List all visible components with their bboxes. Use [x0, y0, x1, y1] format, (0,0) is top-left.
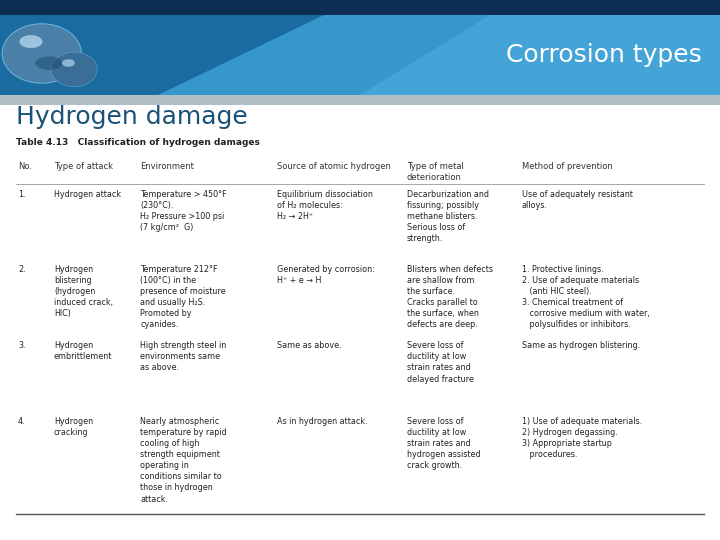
Circle shape	[2, 24, 81, 83]
Text: Same as above.: Same as above.	[277, 341, 342, 350]
FancyBboxPatch shape	[0, 0, 720, 15]
Text: Source of atomic hydrogen: Source of atomic hydrogen	[277, 162, 391, 171]
Text: Method of prevention: Method of prevention	[522, 162, 613, 171]
Polygon shape	[360, 15, 720, 95]
Text: Blisters when defects
are shallow from
the surface.
Cracks parallel to
the surfa: Blisters when defects are shallow from t…	[407, 265, 492, 329]
Text: Decarburization and
fissuring; possibly
methane blisters.
Serious loss of
streng: Decarburization and fissuring; possibly …	[407, 190, 489, 244]
Text: Use of adequately resistant
alloys.: Use of adequately resistant alloys.	[522, 190, 633, 210]
Text: Generated by corrosion:
H⁺ + e → H: Generated by corrosion: H⁺ + e → H	[277, 265, 375, 285]
Text: Hydrogen
embrittlement: Hydrogen embrittlement	[54, 341, 112, 361]
Text: Corrosion types: Corrosion types	[506, 43, 702, 67]
Text: 1. Protective linings.
2. Use of adequate materials
   (anti HIC steel).
3. Chem: 1. Protective linings. 2. Use of adequat…	[522, 265, 649, 329]
Text: Hydrogen
cracking: Hydrogen cracking	[54, 417, 93, 437]
Ellipse shape	[19, 35, 42, 48]
Text: Nearly atmospheric
temperature by rapid
cooling of high
strength equipment
opera: Nearly atmospheric temperature by rapid …	[140, 417, 227, 504]
Text: Temperature > 450°F
(230°C).
H₂ Pressure >100 psi
(7 kg/cm²  G): Temperature > 450°F (230°C). H₂ Pressure…	[140, 190, 227, 232]
Text: Type of metal
deterioration: Type of metal deterioration	[407, 162, 464, 182]
Text: 4.: 4.	[18, 417, 25, 426]
Text: Hydrogen attack: Hydrogen attack	[54, 190, 121, 199]
Circle shape	[51, 52, 97, 87]
Polygon shape	[158, 15, 720, 95]
Text: 1.: 1.	[18, 190, 25, 199]
Text: Severe loss of
ductility at low
strain rates and
hydrogen assisted
crack growth.: Severe loss of ductility at low strain r…	[407, 417, 480, 470]
Text: Temperature 212°F
(100°C) in the
presence of moisture
and usually H₂S.
Promoted : Temperature 212°F (100°C) in the presenc…	[140, 265, 226, 329]
Text: Table 4.13   Classification of hydrogen damages: Table 4.13 Classification of hydrogen da…	[16, 138, 260, 147]
Text: Equilibrium dissociation
of H₂ molecules:
H₂ → 2H⁺: Equilibrium dissociation of H₂ molecules…	[277, 190, 373, 221]
Text: Hydrogen
blistering
(hydrogen
induced crack,
HIC): Hydrogen blistering (hydrogen induced cr…	[54, 265, 113, 318]
FancyBboxPatch shape	[0, 105, 720, 540]
Text: Environment: Environment	[140, 162, 194, 171]
Text: 3.: 3.	[18, 341, 25, 350]
Text: 1) Use of adequate materials.
2) Hydrogen degassing.
3) Appropriate startup
   p: 1) Use of adequate materials. 2) Hydroge…	[522, 417, 642, 459]
Text: High strength steel in
environments same
as above.: High strength steel in environments same…	[140, 341, 227, 373]
Text: Severe loss of
ductility at low
strain rates and
delayed fracture: Severe loss of ductility at low strain r…	[407, 341, 474, 383]
Text: Same as hydrogen blistering.: Same as hydrogen blistering.	[522, 341, 640, 350]
Text: 2.: 2.	[18, 265, 26, 274]
Text: No.: No.	[18, 162, 32, 171]
Ellipse shape	[35, 57, 63, 70]
FancyBboxPatch shape	[0, 15, 720, 95]
Text: As in hydrogen attack.: As in hydrogen attack.	[277, 417, 368, 426]
FancyBboxPatch shape	[0, 95, 720, 105]
Ellipse shape	[62, 59, 75, 67]
Text: Type of attack: Type of attack	[54, 162, 113, 171]
Text: Hydrogen damage: Hydrogen damage	[16, 105, 248, 129]
